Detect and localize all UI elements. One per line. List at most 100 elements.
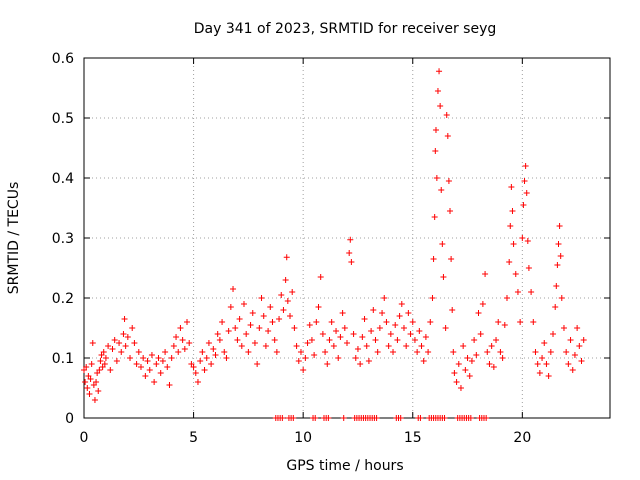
- data-point: [509, 208, 516, 214]
- data-point: [477, 331, 484, 337]
- data-point: [262, 343, 269, 349]
- data-point: [350, 331, 357, 337]
- data-point: [308, 337, 315, 343]
- data-point: [280, 307, 287, 313]
- data-point: [306, 322, 313, 328]
- data-point: [339, 310, 346, 316]
- data-point: [95, 388, 102, 394]
- data-point: [405, 310, 412, 316]
- data-point: [162, 349, 169, 355]
- data-point: [556, 223, 563, 229]
- data-point: [284, 298, 291, 304]
- data-point: [552, 304, 559, 310]
- data-point: [438, 187, 445, 193]
- data-point: [578, 358, 585, 364]
- data-point: [265, 328, 272, 334]
- data-point: [279, 415, 286, 421]
- data-point: [153, 361, 160, 367]
- data-point: [278, 292, 285, 298]
- data-point: [517, 319, 524, 325]
- data-point: [291, 325, 298, 331]
- data-point: [473, 352, 480, 358]
- data-point: [520, 202, 527, 208]
- data-points: [81, 68, 587, 421]
- data-point: [543, 361, 550, 367]
- data-point: [197, 358, 204, 364]
- data-point: [166, 382, 173, 388]
- data-point: [251, 340, 258, 346]
- x-tick-label: 20: [513, 430, 531, 446]
- data-point: [539, 355, 546, 361]
- data-point: [519, 235, 526, 241]
- data-point: [554, 262, 561, 268]
- data-point: [418, 343, 425, 349]
- data-point: [88, 361, 95, 367]
- data-point: [208, 361, 215, 367]
- data-point: [256, 325, 263, 331]
- data-point: [437, 103, 444, 109]
- data-point: [326, 337, 333, 343]
- data-point: [129, 325, 136, 331]
- data-point: [87, 376, 94, 382]
- data-point: [445, 178, 452, 184]
- data-point: [530, 319, 537, 325]
- data-point: [216, 337, 223, 343]
- data-point: [146, 367, 153, 373]
- data-point: [179, 337, 186, 343]
- data-point: [127, 355, 134, 361]
- y-tick-label: 0.4: [52, 171, 74, 187]
- data-point: [521, 178, 528, 184]
- data-point: [359, 334, 366, 340]
- data-point: [249, 310, 256, 316]
- data-point: [370, 307, 377, 313]
- data-point: [493, 337, 500, 343]
- x-axis-label: GPS time / hours: [286, 458, 403, 474]
- data-point: [287, 313, 294, 319]
- data-point: [212, 352, 219, 358]
- data-point: [168, 355, 175, 361]
- data-point: [219, 319, 226, 325]
- data-point: [455, 361, 462, 367]
- data-point: [181, 346, 188, 352]
- data-point: [503, 295, 510, 301]
- data-point: [155, 355, 162, 361]
- data-point: [450, 349, 457, 355]
- data-point: [524, 238, 531, 244]
- data-point: [194, 379, 201, 385]
- data-point: [397, 415, 404, 421]
- data-point: [484, 349, 491, 355]
- data-point: [363, 343, 370, 349]
- data-point: [346, 250, 353, 256]
- data-point: [436, 68, 443, 75]
- data-point: [442, 325, 449, 331]
- data-point: [344, 340, 350, 346]
- data-point: [122, 343, 129, 349]
- data-point: [475, 310, 482, 316]
- data-point: [451, 370, 458, 376]
- data-point: [283, 254, 290, 261]
- data-point: [100, 349, 107, 355]
- data-point: [120, 331, 127, 337]
- data-point: [312, 415, 319, 421]
- data-point: [580, 337, 587, 343]
- data-point: [439, 241, 446, 247]
- data-point: [297, 349, 304, 355]
- data-point: [151, 379, 158, 385]
- data-point: [348, 259, 355, 265]
- y-tick-label: 0: [65, 411, 74, 427]
- data-point: [495, 319, 502, 325]
- data-point: [488, 343, 495, 349]
- data-point: [557, 253, 564, 259]
- data-point: [464, 355, 471, 361]
- data-point: [221, 349, 228, 355]
- data-point: [148, 352, 155, 358]
- data-point: [417, 415, 424, 421]
- data-point: [443, 112, 450, 118]
- data-point: [361, 316, 368, 322]
- data-point: [271, 337, 278, 343]
- data-point: [247, 322, 254, 328]
- data-point: [433, 175, 440, 181]
- data-point: [131, 340, 138, 346]
- axis-ticks: 0 0.1 0.2 0.3 0.4 0.5 0.6 0 5 10 15 20: [52, 51, 610, 446]
- data-point: [373, 415, 380, 421]
